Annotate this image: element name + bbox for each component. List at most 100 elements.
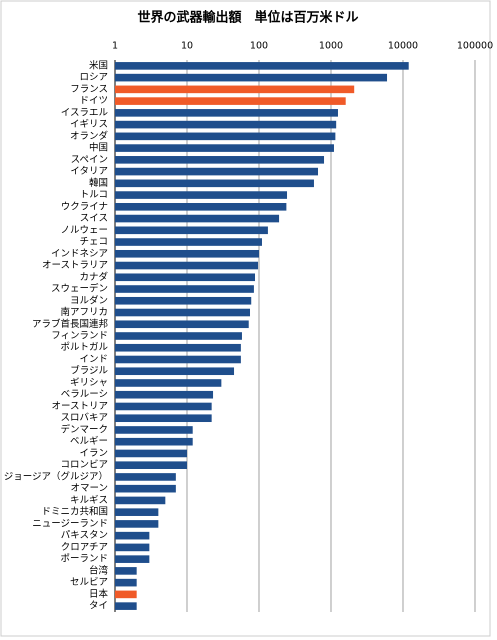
y-tick-label: トルコ bbox=[80, 190, 108, 201]
bar bbox=[115, 390, 214, 399]
y-tick-label: ドミニカ共和国 bbox=[41, 507, 108, 518]
bar bbox=[115, 144, 334, 152]
y-tick-label: インド bbox=[79, 354, 108, 365]
bar bbox=[115, 156, 325, 164]
y-tick-label: スウェーデン bbox=[51, 283, 108, 295]
bar bbox=[115, 602, 137, 610]
bar bbox=[115, 449, 187, 458]
bar bbox=[115, 214, 280, 223]
y-tick-label: ギリシャ bbox=[70, 377, 108, 388]
y-tick-label: ウクライナ bbox=[61, 201, 108, 212]
y-tick-label: オーストラリア bbox=[42, 260, 108, 271]
bar bbox=[115, 332, 242, 340]
bar bbox=[115, 296, 252, 305]
bar bbox=[115, 543, 150, 552]
bar bbox=[115, 461, 187, 469]
chart-title: 世界の武器輸出額 単位は百万米ドル bbox=[137, 10, 358, 26]
bar bbox=[115, 379, 222, 387]
bar bbox=[115, 578, 137, 587]
y-tick-label: チェコ bbox=[79, 237, 108, 248]
x-tick-label: 10000 bbox=[388, 41, 418, 52]
y-tick-label: 韓国 bbox=[89, 178, 108, 189]
bar bbox=[115, 355, 241, 364]
y-tick-label: オマーン bbox=[70, 483, 108, 494]
bar bbox=[115, 496, 166, 505]
bar bbox=[115, 203, 287, 211]
y-tick-label: 南アフリカ bbox=[60, 306, 108, 318]
y-tick-label: ニュージーランド bbox=[32, 518, 108, 529]
bar bbox=[115, 320, 249, 329]
bar bbox=[115, 531, 150, 540]
bar bbox=[115, 426, 193, 434]
bar bbox=[115, 179, 314, 188]
y-tick-label: クロアチア bbox=[61, 542, 108, 553]
bar bbox=[115, 261, 259, 270]
bar bbox=[115, 249, 259, 258]
y-tick-label: ノルウェー bbox=[60, 225, 108, 236]
y-tick-label: コロンビア bbox=[60, 460, 108, 471]
x-tick-label: 10 bbox=[181, 41, 193, 52]
y-tick-label: カナダ bbox=[79, 271, 108, 283]
x-tick-label: 100 bbox=[250, 41, 268, 52]
bar bbox=[115, 520, 159, 528]
bar bbox=[115, 343, 241, 352]
bar bbox=[115, 132, 336, 141]
bar bbox=[115, 367, 235, 376]
y-tick-label: フランス bbox=[70, 84, 108, 95]
bar bbox=[115, 567, 137, 575]
y-tick-label: ドイツ bbox=[79, 96, 108, 107]
y-tick-label: スロバキア bbox=[60, 413, 108, 424]
y-tick-label: イラン bbox=[79, 448, 108, 459]
bar bbox=[115, 85, 355, 94]
y-tick-label: オランダ bbox=[70, 130, 109, 142]
y-tick-label: ポルトガル bbox=[60, 342, 108, 353]
x-tick-label: 1 bbox=[112, 41, 118, 52]
x-tick-label: 1000 bbox=[319, 41, 343, 52]
x-tick-label: 100000 bbox=[457, 41, 493, 52]
y-tick-label: ベルギー bbox=[70, 436, 108, 447]
y-tick-label: タイ bbox=[89, 601, 108, 612]
bar bbox=[115, 473, 176, 481]
bar bbox=[115, 97, 346, 105]
bar bbox=[115, 120, 337, 129]
bar bbox=[115, 238, 262, 246]
bar bbox=[115, 590, 137, 599]
bar bbox=[115, 484, 176, 493]
y-tick-label: ベラルーシ bbox=[61, 389, 108, 400]
y-tick-label: オーストリア bbox=[51, 401, 108, 412]
bar bbox=[115, 308, 251, 317]
y-tick-label: インドネシア bbox=[51, 248, 108, 259]
y-tick-label: ジョージア（グルジア） bbox=[4, 470, 108, 482]
y-tick-label: スイス bbox=[80, 213, 108, 224]
y-tick-label: 日本 bbox=[89, 588, 109, 600]
y-tick-label: 米国 bbox=[89, 59, 108, 71]
y-tick-label: キルギス bbox=[70, 495, 108, 506]
y-tick-label: イスラエル bbox=[61, 107, 109, 118]
bar bbox=[115, 167, 319, 176]
bar bbox=[115, 414, 212, 423]
bar bbox=[115, 437, 193, 446]
y-tick-label: アラブ首長国連邦 bbox=[32, 318, 109, 330]
bar bbox=[115, 62, 409, 70]
y-tick-label: ポーランド bbox=[60, 554, 108, 565]
y-tick-label: パキスタン bbox=[61, 530, 108, 541]
bar bbox=[115, 73, 388, 82]
bar bbox=[115, 402, 212, 411]
bar bbox=[115, 285, 254, 293]
y-tick-label: ヨルダン bbox=[70, 294, 108, 306]
y-tick-label: イギリス bbox=[70, 119, 108, 130]
y-tick-label: ブラジル bbox=[70, 365, 108, 377]
y-tick-label: ロシア bbox=[79, 72, 108, 83]
y-tick-label: セルビア bbox=[70, 577, 108, 588]
bar bbox=[115, 273, 256, 282]
y-tick-label: イタリア bbox=[70, 166, 108, 177]
bar bbox=[115, 226, 268, 235]
y-tick-label: フィンランド bbox=[51, 331, 108, 342]
y-tick-label: スペイン bbox=[71, 154, 108, 165]
y-tick-label: 台湾 bbox=[89, 564, 109, 576]
bar bbox=[115, 555, 150, 563]
bar bbox=[115, 191, 288, 199]
bar bbox=[115, 508, 159, 516]
